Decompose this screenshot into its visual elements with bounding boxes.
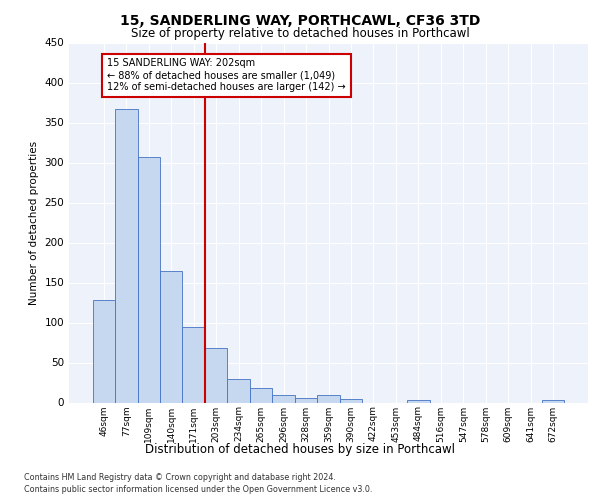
Bar bbox=[227, 378, 250, 402]
Bar bbox=[407, 400, 430, 402]
Text: 15 SANDERLING WAY: 202sqm
← 88% of detached houses are smaller (1,049)
12% of se: 15 SANDERLING WAY: 202sqm ← 88% of detac… bbox=[107, 58, 346, 92]
Text: Contains public sector information licensed under the Open Government Licence v3: Contains public sector information licen… bbox=[24, 485, 373, 494]
Bar bbox=[295, 398, 317, 402]
Text: Distribution of detached houses by size in Porthcawl: Distribution of detached houses by size … bbox=[145, 442, 455, 456]
Bar bbox=[317, 396, 340, 402]
Bar bbox=[182, 326, 205, 402]
Bar bbox=[92, 300, 115, 402]
Text: Size of property relative to detached houses in Porthcawl: Size of property relative to detached ho… bbox=[131, 28, 469, 40]
Bar bbox=[542, 400, 565, 402]
Y-axis label: Number of detached properties: Number of detached properties bbox=[29, 140, 39, 304]
Bar bbox=[250, 388, 272, 402]
Bar bbox=[160, 272, 182, 402]
Bar bbox=[137, 157, 160, 402]
Text: 15, SANDERLING WAY, PORTHCAWL, CF36 3TD: 15, SANDERLING WAY, PORTHCAWL, CF36 3TD bbox=[120, 14, 480, 28]
Bar bbox=[205, 348, 227, 403]
Bar bbox=[115, 109, 137, 403]
Bar bbox=[272, 396, 295, 402]
Text: Contains HM Land Registry data © Crown copyright and database right 2024.: Contains HM Land Registry data © Crown c… bbox=[24, 472, 336, 482]
Bar bbox=[340, 400, 362, 402]
